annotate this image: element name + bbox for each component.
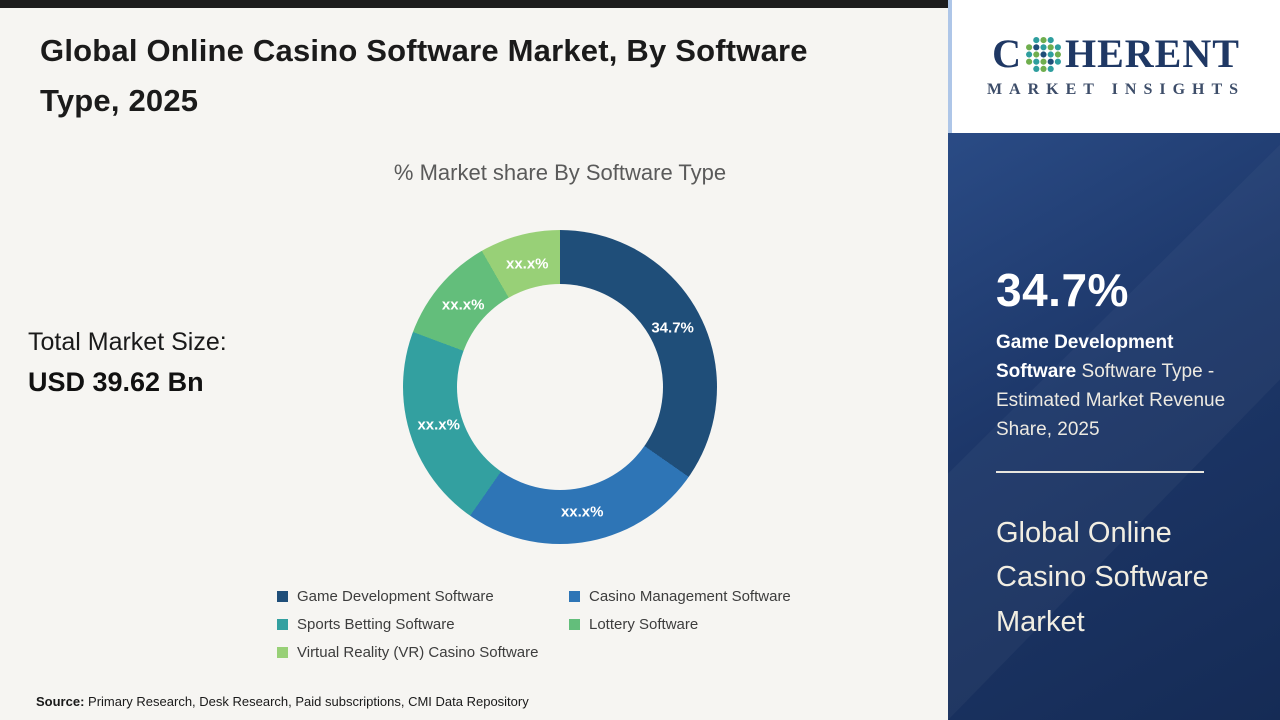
slice-label: xx.x% — [560, 503, 604, 521]
legend-label: Lottery Software — [589, 616, 699, 633]
legend-item: Casino Management Software — [569, 588, 791, 605]
donut-hole — [457, 284, 663, 490]
legend-item: Lottery Software — [569, 616, 791, 633]
source-line: Source: Primary Research, Desk Research,… — [36, 694, 529, 709]
total-market-size-block: Total Market Size: USD 39.62 Bn — [28, 324, 227, 402]
divider-rule — [996, 470, 1204, 473]
legend-item: Sports Betting Software — [277, 616, 569, 633]
total-market-size-label: Total Market Size: — [28, 328, 227, 356]
legend-label: Casino Management Software — [589, 588, 791, 605]
stat-value: 34.7% — [996, 264, 1129, 316]
sidebar: C HERENT MARKET INSIGHTS 34.7% Game Deve… — [948, 0, 1280, 720]
slice-labels: 34.7% xx.x% xx.x% xx.x% xx.x% — [403, 230, 717, 544]
page-title: Global Online Casino Software Market, By… — [40, 33, 808, 119]
brand-logo-text-post: HERENT — [1064, 31, 1240, 76]
legend-swatch — [569, 619, 580, 630]
source-text: Primary Research, Desk Research, Paid su… — [84, 694, 529, 709]
stat-description-bold: Game Development Software — [996, 332, 1174, 382]
total-market-size-value: USD 39.62 Bn — [28, 366, 204, 397]
source-label: Source: — [36, 694, 85, 709]
brand-logo: C HERENT MARKET INSIGHTS — [948, 0, 1280, 133]
slice-label: xx.x% — [417, 416, 460, 434]
top-accent-bar — [0, 0, 948, 8]
stat-description-rest: Software Type - Estimated Market Revenue… — [996, 360, 1226, 440]
sidebar-panel: 34.7% Game Development Software Software… — [948, 133, 1280, 720]
chart-subtitle: % Market share By Software Type — [393, 160, 727, 185]
legend-swatch — [277, 591, 288, 602]
slice-label: xx.x% — [505, 255, 549, 273]
legend-item: Virtual Reality (VR) Casino Software — [277, 644, 569, 661]
chart-legend: Game Development Software Casino Manageme… — [277, 588, 791, 661]
stat-description: Game Development Software Software Type … — [996, 329, 1238, 445]
logo-dots-icon — [1025, 36, 1061, 72]
main-area: Global Online Casino Software Market, By… — [0, 0, 948, 709]
brand-logo-subtitle: MARKET INSIGHTS — [986, 81, 1246, 98]
legend-swatch — [277, 647, 288, 658]
sidebar-market-name: Global Online Casino Software Market — [996, 516, 1209, 639]
donut-chart-wrap: 34.7% xx.x% xx.x% xx.x% xx.x% — [403, 230, 717, 544]
legend-swatch — [569, 591, 580, 602]
legend-item: Game Development Software — [277, 588, 569, 605]
legend-label: Sports Betting Software — [297, 616, 455, 633]
brand-logo-wordmark: C HERENT — [992, 34, 1240, 74]
legend-label: Game Development Software — [297, 588, 494, 605]
slice-label: 34.7% — [651, 319, 694, 337]
brand-logo-text-pre: C — [992, 31, 1022, 76]
legend-label: Virtual Reality (VR) Casino Software — [297, 644, 539, 661]
slice-label: xx.x% — [441, 296, 485, 314]
legend-swatch — [277, 619, 288, 630]
